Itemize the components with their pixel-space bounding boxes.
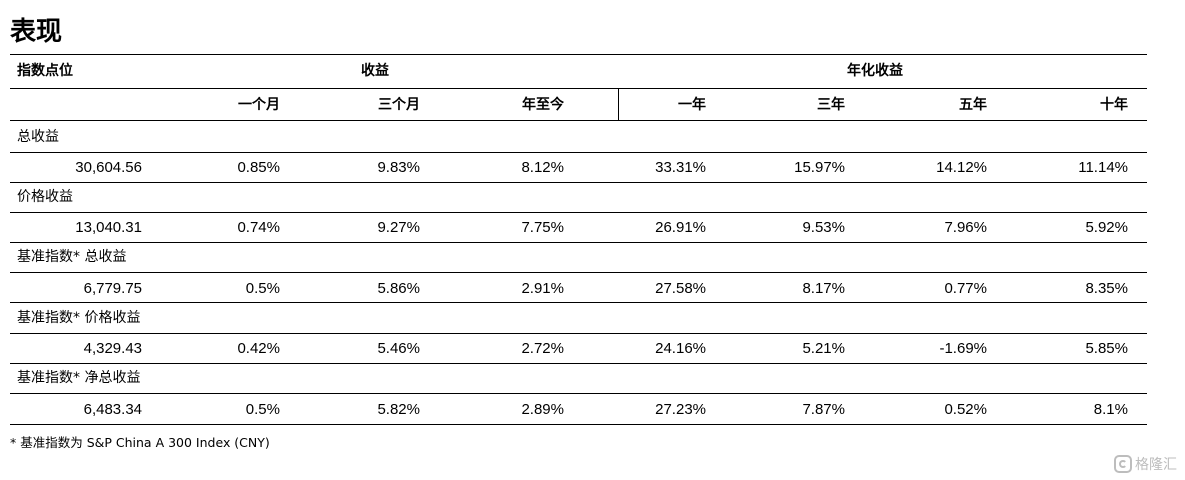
row-2-1m: 0.74%: [237, 219, 280, 236]
row-3-index-level: 6,779.75: [83, 280, 142, 297]
row-4-1m: 0.42%: [237, 340, 280, 357]
row-5-10y: 8.1%: [1093, 401, 1128, 418]
row-5-3y: 7.87%: [802, 401, 845, 418]
row-1-ytd: 8.12%: [521, 159, 564, 176]
header-period-1y: 一年: [678, 97, 706, 113]
row-3-5y: 0.77%: [944, 280, 987, 297]
watermark-text: 格隆汇: [1135, 457, 1177, 473]
row-1-3y: 15.97%: [794, 159, 845, 176]
header-period-1m: 一个月: [238, 97, 280, 113]
watermark: 格隆汇: [1114, 454, 1177, 474]
rule-subheader: [10, 120, 1147, 121]
row-1-1y: 33.31%: [655, 159, 706, 176]
header-annualized: 年化收益: [847, 63, 903, 79]
row-2-10y: 5.92%: [1085, 219, 1128, 236]
row-4-10y: 5.85%: [1085, 340, 1128, 357]
row-1-index-level: 30,604.56: [75, 159, 142, 176]
watermark-logo-icon: [1114, 455, 1132, 473]
row-label-benchmark-net-total-return: 基准指数* 净总收益: [17, 370, 141, 386]
rule-row-4-label: [10, 333, 1147, 334]
rule-row-4: [10, 363, 1147, 364]
row-2-3y: 9.53%: [802, 219, 845, 236]
row-3-ytd: 2.91%: [521, 280, 564, 297]
header-returns: 收益: [361, 63, 389, 79]
header-period-ytd: 年至今: [522, 97, 564, 113]
row-3-10y: 8.35%: [1085, 280, 1128, 297]
rule-header: [10, 88, 1147, 89]
page-title: 表现: [10, 17, 63, 47]
row-3-1m: 0.5%: [245, 280, 280, 297]
footnote: * 基准指数为 S&P China A 300 Index (CNY): [10, 435, 270, 450]
row-1-1m: 0.85%: [237, 159, 280, 176]
row-label-total-return: 总收益: [17, 129, 59, 145]
row-4-3y: 5.21%: [802, 340, 845, 357]
row-3-3y: 8.17%: [802, 280, 845, 297]
row-4-index-level: 4,329.43: [83, 340, 142, 357]
header-period-3y: 三年: [817, 97, 845, 113]
rule-row-2-label: [10, 212, 1147, 213]
row-5-5y: 0.52%: [944, 401, 987, 418]
row-5-1m: 0.5%: [245, 401, 280, 418]
row-5-ytd: 2.89%: [521, 401, 564, 418]
header-period-5y: 五年: [959, 97, 987, 113]
row-4-3m: 5.46%: [377, 340, 420, 357]
row-4-1y: 24.16%: [655, 340, 706, 357]
rule-top: [10, 54, 1147, 55]
header-index-level: 指数点位: [17, 63, 73, 79]
row-5-1y: 27.23%: [655, 401, 706, 418]
row-label-price-return: 价格收益: [17, 189, 73, 205]
row-5-3m: 5.82%: [377, 401, 420, 418]
rule-row-1: [10, 182, 1147, 183]
row-4-5y: -1.69%: [939, 340, 987, 357]
rule-row-1-label: [10, 152, 1147, 153]
rule-row-3: [10, 302, 1147, 303]
row-1-3m: 9.83%: [377, 159, 420, 176]
rule-row-3-label: [10, 272, 1147, 273]
rule-bottom: [10, 424, 1147, 425]
row-1-10y: 11.14%: [1078, 159, 1128, 176]
row-2-3m: 9.27%: [377, 219, 420, 236]
row-5-index-level: 6,483.34: [83, 401, 142, 418]
row-2-5y: 7.96%: [944, 219, 987, 236]
row-2-ytd: 7.75%: [521, 219, 564, 236]
rule-row-2: [10, 242, 1147, 243]
row-4-ytd: 2.72%: [521, 340, 564, 357]
rule-row-5-label: [10, 393, 1147, 394]
row-2-index-level: 13,040.31: [75, 219, 142, 236]
row-2-1y: 26.91%: [655, 219, 706, 236]
header-period-3m: 三个月: [378, 97, 420, 113]
row-3-3m: 5.86%: [377, 280, 420, 297]
row-3-1y: 27.58%: [655, 280, 706, 297]
row-label-benchmark-total-return: 基准指数* 总收益: [17, 249, 127, 265]
header-period-10y: 十年: [1100, 97, 1128, 113]
row-1-5y: 14.12%: [936, 159, 987, 176]
column-divider: [618, 88, 619, 120]
row-label-benchmark-price-return: 基准指数* 价格收益: [17, 310, 141, 326]
